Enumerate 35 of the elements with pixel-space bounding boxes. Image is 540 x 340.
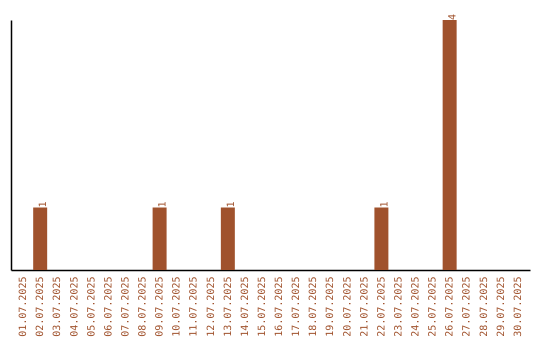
x-tick-label: 04.07.2025 — [69, 276, 80, 337]
x-tick-label: 25.07.2025 — [428, 276, 439, 337]
x-tick-label: 06.07.2025 — [103, 276, 114, 337]
x-tick-label: 15.07.2025 — [256, 276, 268, 337]
x-tick-label: 09.07.2025 — [154, 276, 166, 337]
x-tick-label: 13.07.2025 — [222, 276, 234, 337]
x-tick-label: 08.07.2025 — [138, 276, 149, 337]
x-tick-label: 20.07.2025 — [342, 276, 354, 337]
data-label: 1 — [158, 201, 169, 208]
x-tick-label: 01.07.2025 — [18, 276, 30, 337]
x-tick-label: 26.07.2025 — [444, 276, 456, 337]
x-tick-label: 29.07.2025 — [496, 276, 507, 337]
x-tick-label: 10.07.2025 — [172, 276, 183, 337]
data-label: 1 — [226, 201, 237, 208]
x-tick-label: 14.07.2025 — [240, 276, 251, 337]
x-tick-label: 28.07.2025 — [478, 276, 490, 337]
x-tick-label: 21.07.2025 — [359, 276, 370, 337]
x-tick-label: 22.07.2025 — [376, 276, 388, 337]
x-tick-label: 07.07.2025 — [120, 276, 132, 337]
x-tick-label: 11.07.2025 — [188, 276, 200, 337]
x-tick-label: 17.07.2025 — [291, 276, 302, 337]
data-label: 1 — [379, 201, 390, 208]
x-tick-label: 18.07.2025 — [308, 276, 320, 337]
x-tick-label: 30.07.2025 — [512, 276, 524, 337]
x-tick-label: 19.07.2025 — [325, 276, 336, 337]
data-label: 4 — [448, 14, 459, 20]
x-tick-label: 12.07.2025 — [206, 276, 217, 337]
x-tick-label: 23.07.2025 — [393, 276, 404, 337]
x-tick-label: 02.07.2025 — [35, 276, 46, 337]
x-tick-label: 24.07.2025 — [410, 276, 422, 337]
x-tick-label: 16.07.2025 — [274, 276, 286, 337]
x-tick-label: 05.07.2025 — [86, 276, 98, 337]
x-tick-label: 03.07.2025 — [52, 276, 64, 337]
x-tick-label: 27.07.2025 — [462, 276, 473, 337]
data-label: 1 — [38, 201, 50, 208]
